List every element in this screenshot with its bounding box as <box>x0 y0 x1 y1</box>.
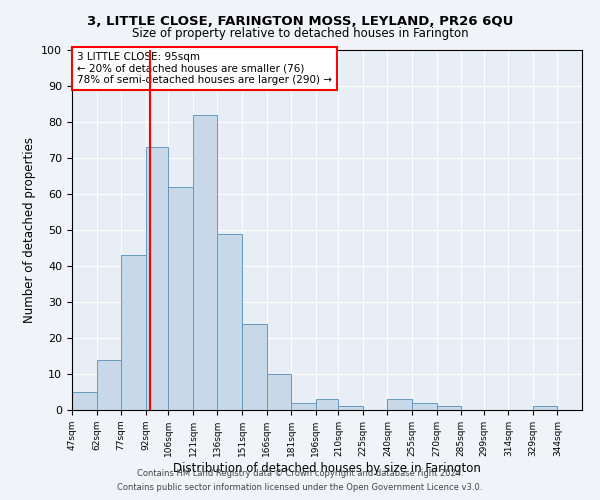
Text: Size of property relative to detached houses in Farington: Size of property relative to detached ho… <box>131 28 469 40</box>
Bar <box>217 234 242 410</box>
Text: Contains public sector information licensed under the Open Government Licence v3: Contains public sector information licen… <box>118 484 482 492</box>
Bar <box>242 324 266 410</box>
Bar <box>437 406 461 410</box>
Bar <box>533 406 557 410</box>
Bar <box>121 255 146 410</box>
Text: 3 LITTLE CLOSE: 95sqm
← 20% of detached houses are smaller (76)
78% of semi-deta: 3 LITTLE CLOSE: 95sqm ← 20% of detached … <box>77 52 332 85</box>
Bar <box>338 406 363 410</box>
Y-axis label: Number of detached properties: Number of detached properties <box>23 137 36 323</box>
Bar <box>316 399 338 410</box>
Bar <box>266 374 291 410</box>
Bar <box>72 392 97 410</box>
Bar <box>388 399 412 410</box>
Text: Contains HM Land Registry data © Crown copyright and database right 2024.: Contains HM Land Registry data © Crown c… <box>137 468 463 477</box>
Bar <box>412 403 437 410</box>
Bar <box>291 403 316 410</box>
Bar <box>146 147 169 410</box>
Bar <box>193 115 217 410</box>
Text: 3, LITTLE CLOSE, FARINGTON MOSS, LEYLAND, PR26 6QU: 3, LITTLE CLOSE, FARINGTON MOSS, LEYLAND… <box>87 15 513 28</box>
Bar <box>97 360 121 410</box>
Bar <box>169 187 193 410</box>
X-axis label: Distribution of detached houses by size in Farington: Distribution of detached houses by size … <box>173 462 481 474</box>
